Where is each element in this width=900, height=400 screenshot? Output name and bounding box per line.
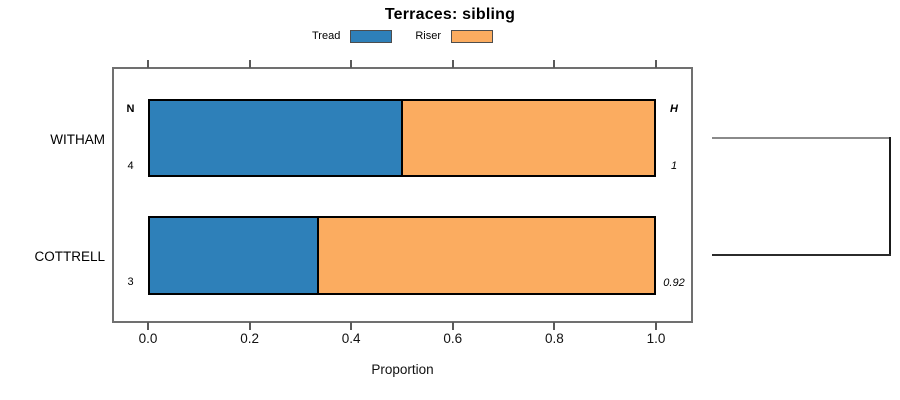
- n-value-witham: 4: [127, 160, 134, 172]
- x-tick: [147, 322, 149, 330]
- x-axis-title: Proportion: [371, 362, 434, 377]
- column-header-n: N: [126, 103, 135, 115]
- legend: Tread Riser: [113, 28, 692, 44]
- stacked-bar-cottrell: [148, 216, 656, 295]
- x-tick: [350, 322, 353, 330]
- tread-swatch: [350, 29, 393, 43]
- chart-title: Terraces: sibling: [384, 6, 516, 23]
- x-tick-label: 0.6: [443, 331, 463, 346]
- stacked-bar-witham: [148, 99, 656, 177]
- column-header-h: H: [670, 103, 678, 115]
- x-tick-label: 0.8: [545, 331, 564, 346]
- dendrogram-bottom-branch: [712, 254, 891, 256]
- x-tick: [248, 60, 251, 68]
- bar-segment-tread: [150, 101, 403, 175]
- x-tick: [451, 322, 454, 330]
- x-tick: [553, 60, 556, 68]
- x-tick-label: 0.2: [240, 331, 259, 346]
- x-tick: [655, 60, 657, 68]
- y-category-label-witham: WITHAM: [50, 132, 105, 147]
- x-tick: [655, 322, 657, 330]
- x-tick-label: 1.0: [646, 331, 666, 346]
- x-tick: [147, 60, 149, 68]
- legend-item-tread: Tread: [312, 29, 393, 43]
- legend-label-riser: Riser: [415, 30, 441, 42]
- x-tick: [451, 60, 454, 68]
- y-category-label-cottrell: COTTRELL: [34, 249, 105, 264]
- legend-label-tread: Tread: [312, 30, 341, 42]
- dendrogram-join-line: [889, 137, 891, 256]
- x-tick: [248, 322, 251, 330]
- h-value-cottrell: 0.92: [663, 277, 685, 289]
- dendrogram-top-branch: [712, 137, 891, 139]
- x-tick: [553, 322, 556, 330]
- h-value-witham: 1: [670, 160, 678, 172]
- legend-item-riser: Riser: [415, 29, 493, 43]
- bar-segment-tread: [150, 218, 320, 293]
- x-tick-label: 0.4: [341, 331, 361, 346]
- bar-segment-riser: [319, 218, 654, 293]
- bar-segment-riser: [403, 101, 654, 175]
- riser-swatch: [451, 29, 493, 43]
- x-tick: [350, 60, 353, 68]
- x-tick-label: 0.0: [138, 331, 158, 346]
- n-value-cottrell: 3: [127, 276, 134, 288]
